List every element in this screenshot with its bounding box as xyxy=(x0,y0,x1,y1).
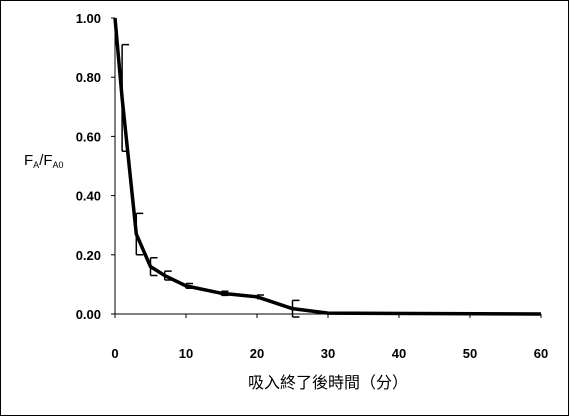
x-tick-label: 10 xyxy=(179,346,193,361)
x-tick-label: 20 xyxy=(250,346,264,361)
error-bar xyxy=(163,270,172,281)
y-tick-label: 0.40 xyxy=(76,189,101,204)
y-axis-label: FA/FA0 xyxy=(24,152,64,170)
x-tick-label: 40 xyxy=(392,346,406,361)
y-tick-label: 0.20 xyxy=(76,248,101,263)
x-tick-label: 30 xyxy=(321,346,335,361)
y-tick-label: 1.00 xyxy=(76,11,101,26)
y-tick-label: 0.00 xyxy=(76,307,101,322)
x-axis-label: 吸入終了後時間（分） xyxy=(248,373,408,392)
error-bar xyxy=(121,43,130,152)
x-tick-label: 50 xyxy=(463,346,477,361)
error-bar xyxy=(220,290,229,297)
error-bar xyxy=(149,257,158,277)
error-bar xyxy=(135,212,144,256)
y-tick-label: 0.80 xyxy=(76,70,101,85)
x-tick-label: 0 xyxy=(111,346,118,361)
error-bar xyxy=(256,294,264,300)
y-tick-label: 0.60 xyxy=(76,129,101,144)
error-bar xyxy=(291,299,300,318)
x-tick-label: 60 xyxy=(534,346,548,361)
error-bar xyxy=(185,282,193,289)
